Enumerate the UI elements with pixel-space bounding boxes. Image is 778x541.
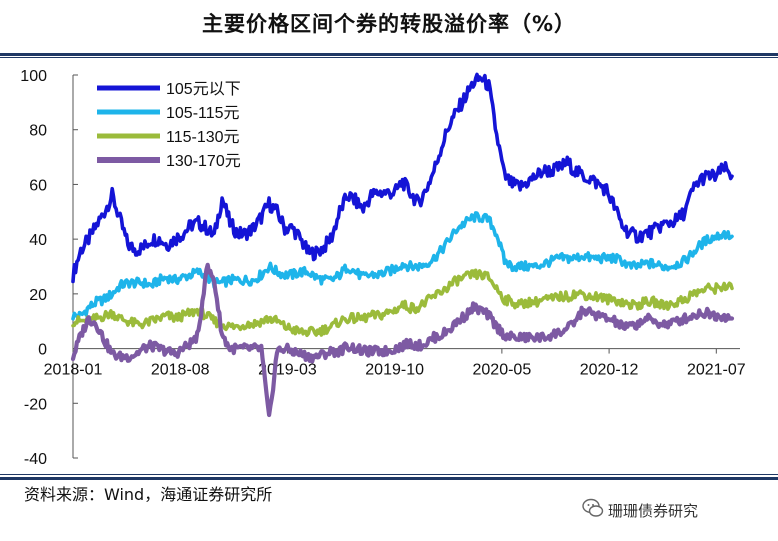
y-tick-label: 60 [29, 177, 47, 194]
footer-divider [0, 477, 778, 480]
series-line-2 [71, 211, 734, 321]
series-line-1 [71, 72, 734, 284]
title-bar: 主要价格区间个券的转股溢价率（%） [0, 0, 778, 58]
x-tick-label: 2020-12 [580, 362, 639, 379]
legend-label-4: 130-170元 [166, 153, 241, 170]
legend-label-2: 105-115元 [166, 105, 240, 122]
chart-title: 主要价格区间个券的转股溢价率（%） [201, 12, 577, 36]
x-tick-label: 2018-08 [151, 362, 210, 379]
y-tick-label: 40 [29, 232, 47, 249]
x-tick-label: 2020-05 [473, 362, 532, 379]
x-tick-label: 2019-10 [365, 362, 424, 379]
y-tick-label: 0 [38, 342, 47, 359]
title-divider [0, 53, 778, 56]
y-tick-label: 80 [29, 123, 47, 140]
x-tick-label: 2021-07 [687, 362, 746, 379]
wechat-icon [582, 498, 604, 517]
brand-name: 珊珊债券研究 [608, 502, 699, 520]
line-chart: -40 -20 0 20 40 60 80 100 2018-01 2018-08 2019-03 2… [20, 68, 746, 468]
legend-label-1: 105元以下 [166, 81, 241, 98]
x-tick-label: 2018-01 [44, 362, 103, 379]
footer-divider-thin [0, 474, 778, 475]
series-line-4 [70, 262, 735, 418]
series-line-3 [71, 268, 734, 338]
y-tick-label: -40 [24, 451, 47, 468]
title-divider-thin [0, 57, 778, 58]
y-tick-label: 100 [20, 68, 47, 85]
x-tick-label: 2019-03 [258, 362, 317, 379]
source-note: 资料来源：Wind，海通证券研究所 [24, 485, 273, 504]
y-tick-label: 20 [29, 287, 47, 304]
legend-label-3: 115-130元 [166, 129, 240, 146]
y-tick-label: -20 [24, 396, 47, 413]
